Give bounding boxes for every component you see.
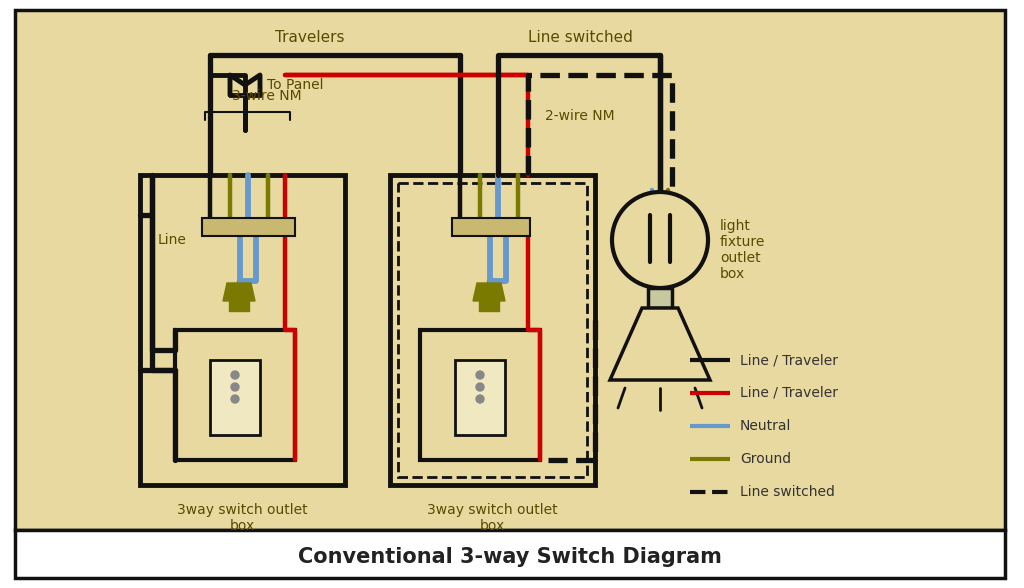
Text: Travelers: Travelers <box>275 30 345 45</box>
Bar <box>229 301 249 311</box>
Bar <box>648 288 672 308</box>
Bar <box>452 218 530 236</box>
Circle shape <box>231 383 239 391</box>
Text: 3-wire NM: 3-wire NM <box>232 89 302 103</box>
Bar <box>140 175 345 485</box>
Bar <box>390 175 595 485</box>
Text: 2-wire NM: 2-wire NM <box>545 109 614 123</box>
Text: Line / Traveler: Line / Traveler <box>740 386 838 400</box>
Circle shape <box>231 371 239 379</box>
Circle shape <box>476 395 484 403</box>
Text: Line: Line <box>158 233 186 247</box>
Bar <box>202 218 295 236</box>
Circle shape <box>231 395 239 403</box>
Bar <box>15 10 1005 530</box>
Bar <box>420 330 540 460</box>
Circle shape <box>476 371 484 379</box>
Bar <box>398 183 587 477</box>
Bar <box>175 330 295 460</box>
Text: 3way switch outlet
box: 3way switch outlet box <box>427 503 557 533</box>
Bar <box>15 530 1005 578</box>
Text: Line switched: Line switched <box>740 485 835 499</box>
Polygon shape <box>473 283 505 301</box>
Polygon shape <box>223 283 255 301</box>
Bar <box>479 301 499 311</box>
Text: Neutral: Neutral <box>740 419 792 433</box>
Text: Ground: Ground <box>740 452 792 466</box>
Circle shape <box>476 383 484 391</box>
Text: To Panel: To Panel <box>267 78 324 92</box>
Circle shape <box>612 192 708 288</box>
Text: Line switched: Line switched <box>527 30 633 45</box>
Text: Conventional 3-way Switch Diagram: Conventional 3-way Switch Diagram <box>298 547 722 567</box>
Text: light
fixture
outlet
box: light fixture outlet box <box>720 219 765 281</box>
Bar <box>210 360 260 435</box>
Text: Line / Traveler: Line / Traveler <box>740 353 838 367</box>
Polygon shape <box>610 308 710 380</box>
Text: 3way switch outlet
box: 3way switch outlet box <box>177 503 307 533</box>
Bar <box>455 360 505 435</box>
